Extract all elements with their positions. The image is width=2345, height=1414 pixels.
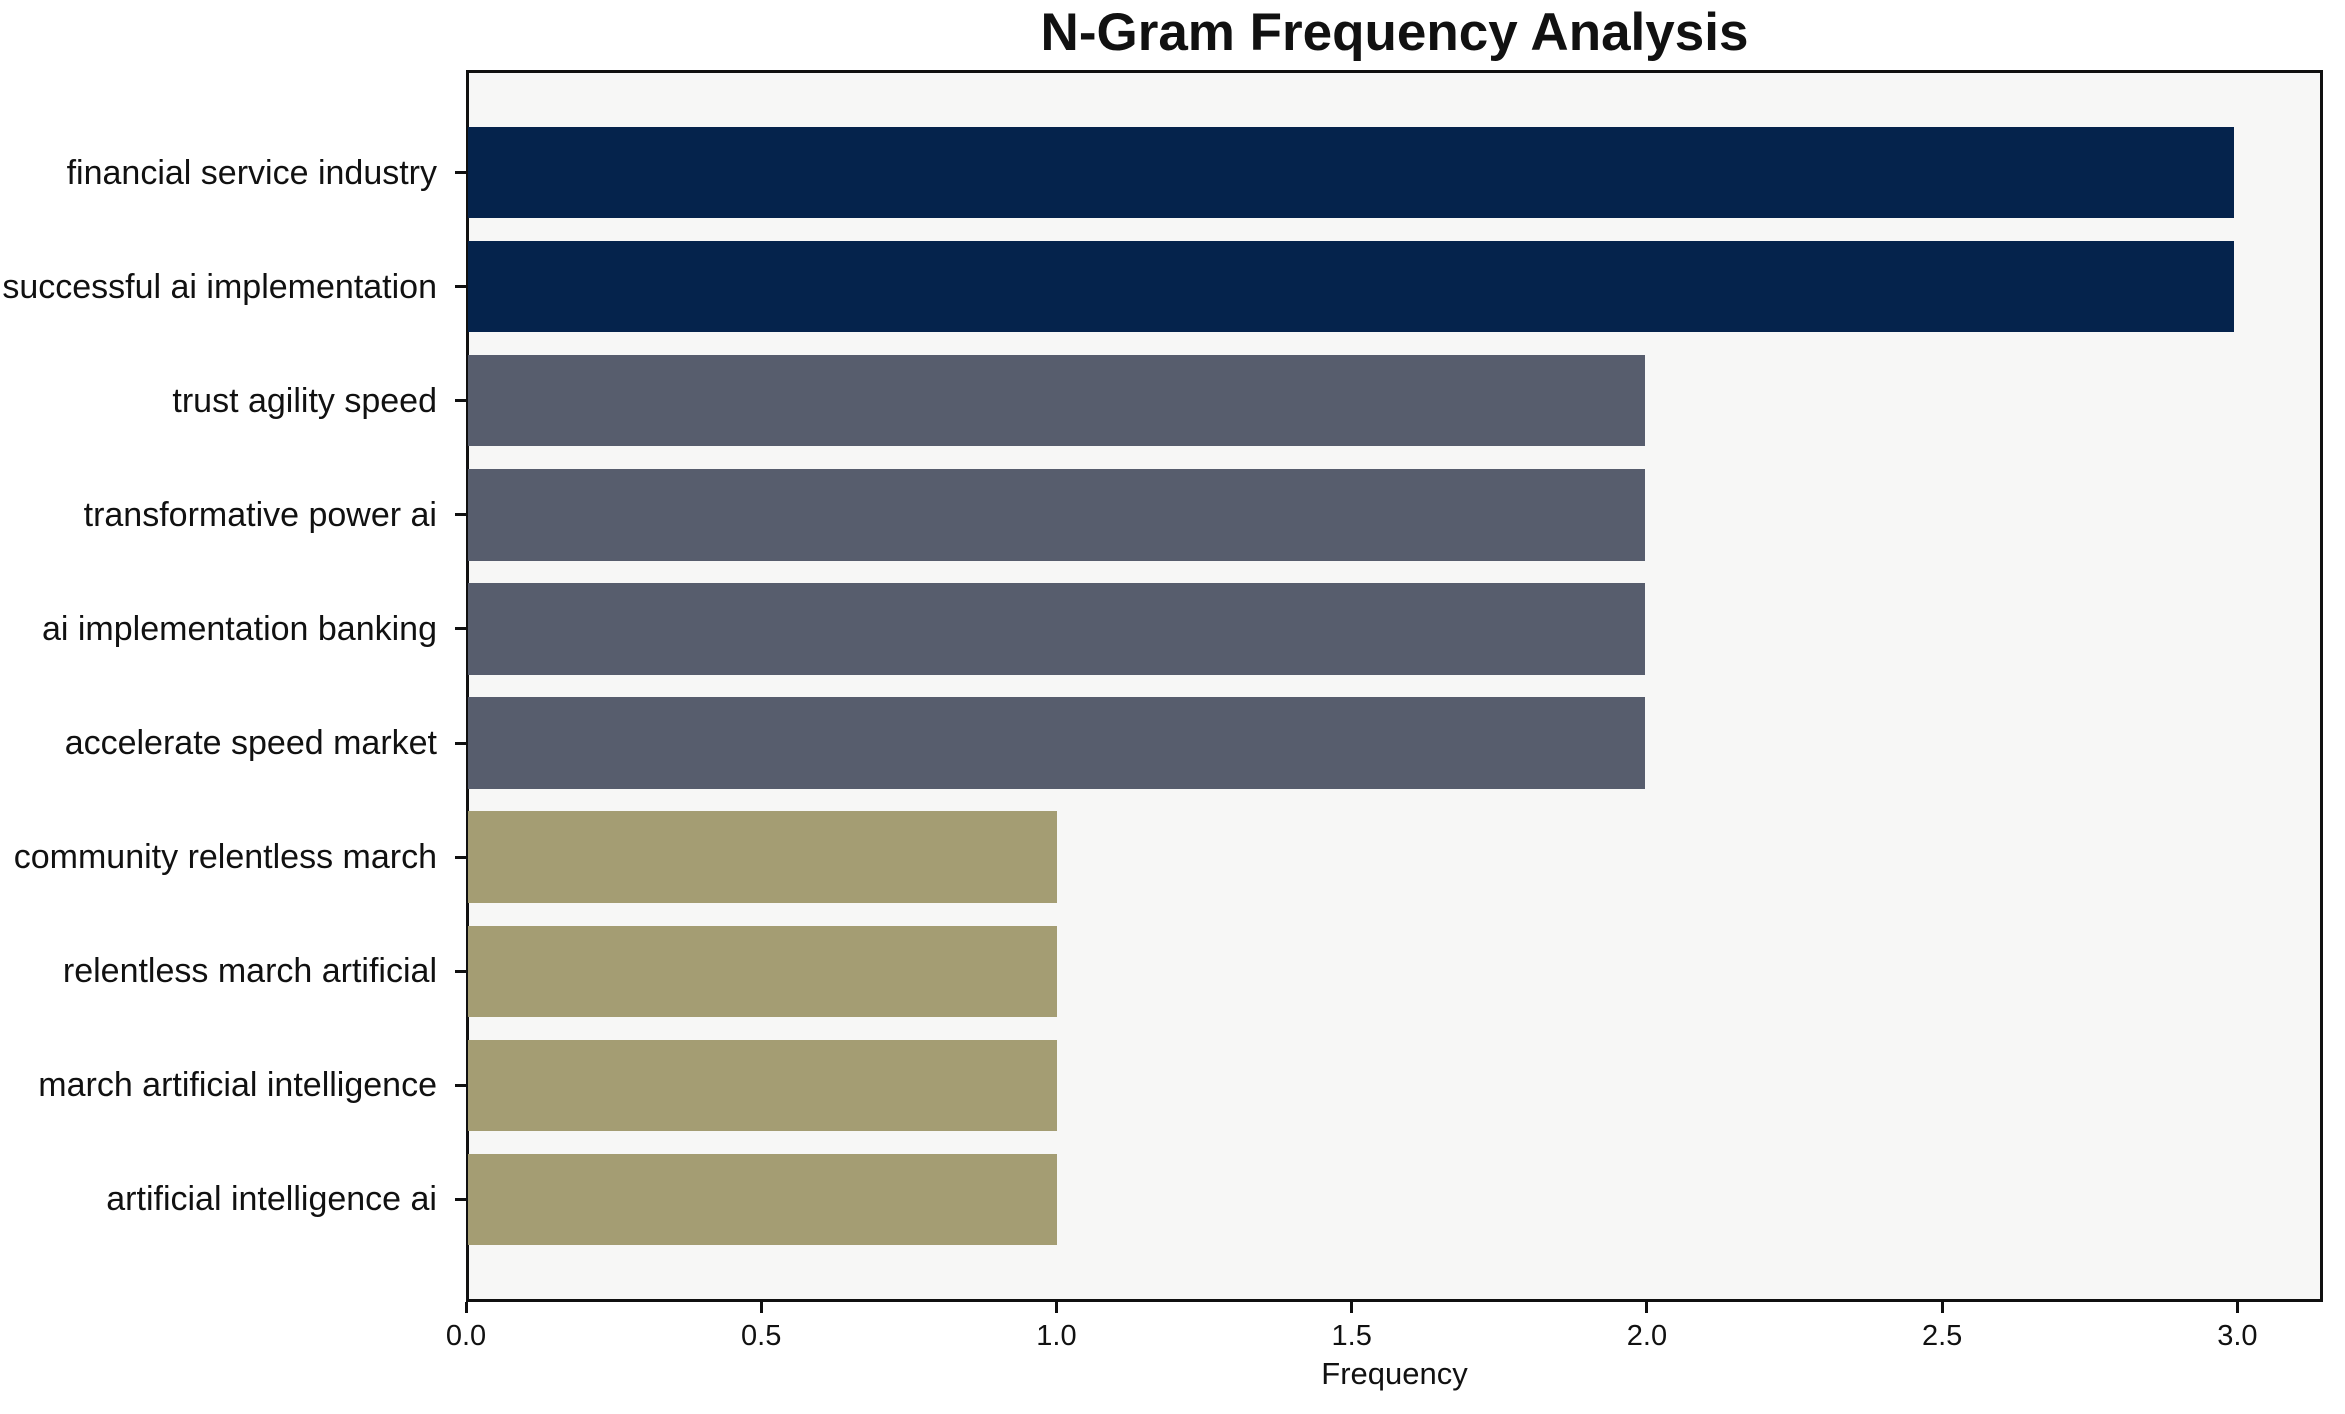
y-tick-label: financial service industry (66, 153, 437, 192)
bar (468, 127, 2234, 219)
x-tick-label: 0.0 (445, 1320, 487, 1352)
x-tick-label: 1.5 (1331, 1320, 1372, 1352)
x-tick-mark (2235, 1302, 2239, 1313)
bar (468, 355, 1646, 447)
y-tick-mark (455, 741, 466, 745)
y-tick-label: trust agility speed (172, 381, 437, 420)
bar (468, 469, 1646, 561)
bar (468, 697, 1646, 789)
x-tick-mark (464, 1302, 468, 1313)
y-tick-mark (455, 969, 466, 973)
y-tick-label: artificial intelligence ai (106, 1180, 437, 1219)
y-tick-mark (455, 627, 466, 631)
bar (468, 583, 1646, 675)
y-tick-label: accelerate speed market (64, 724, 437, 763)
chart-title: N-Gram Frequency Analysis (1040, 3, 1749, 62)
x-tick-label: 0.5 (741, 1320, 782, 1352)
x-tick-label: 1.0 (1036, 1320, 1077, 1352)
bar (468, 241, 2234, 333)
bar (468, 1039, 1057, 1131)
bar (468, 1153, 1057, 1245)
y-tick-label: community relentless march (13, 838, 437, 877)
y-tick-mark (455, 399, 466, 403)
x-tick-mark (1940, 1302, 1944, 1313)
y-tick-mark (455, 171, 466, 175)
x-tick-label: 3.0 (2217, 1320, 2258, 1352)
bar (468, 925, 1057, 1017)
x-tick-label: 2.5 (1921, 1320, 1963, 1352)
x-tick-label: 2.0 (1626, 1320, 1668, 1352)
y-tick-label: successful ai implementation (2, 267, 437, 306)
y-tick-label: march artificial intelligence (38, 1066, 437, 1105)
y-tick-mark (455, 285, 466, 289)
x-tick-mark (759, 1302, 763, 1313)
x-axis-label: Frequency (1321, 1356, 1468, 1391)
y-tick-mark (455, 1197, 466, 1201)
y-tick-mark (455, 855, 466, 859)
x-tick-mark (1054, 1302, 1058, 1313)
y-tick-label: transformative power ai (83, 495, 437, 534)
x-tick-mark (1645, 1302, 1649, 1313)
y-tick-mark (455, 513, 466, 517)
y-tick-label: ai implementation banking (41, 609, 437, 648)
y-tick-mark (455, 1083, 466, 1087)
bar (468, 811, 1057, 903)
y-tick-label: relentless march artificial (62, 952, 437, 991)
x-tick-mark (1350, 1302, 1354, 1313)
